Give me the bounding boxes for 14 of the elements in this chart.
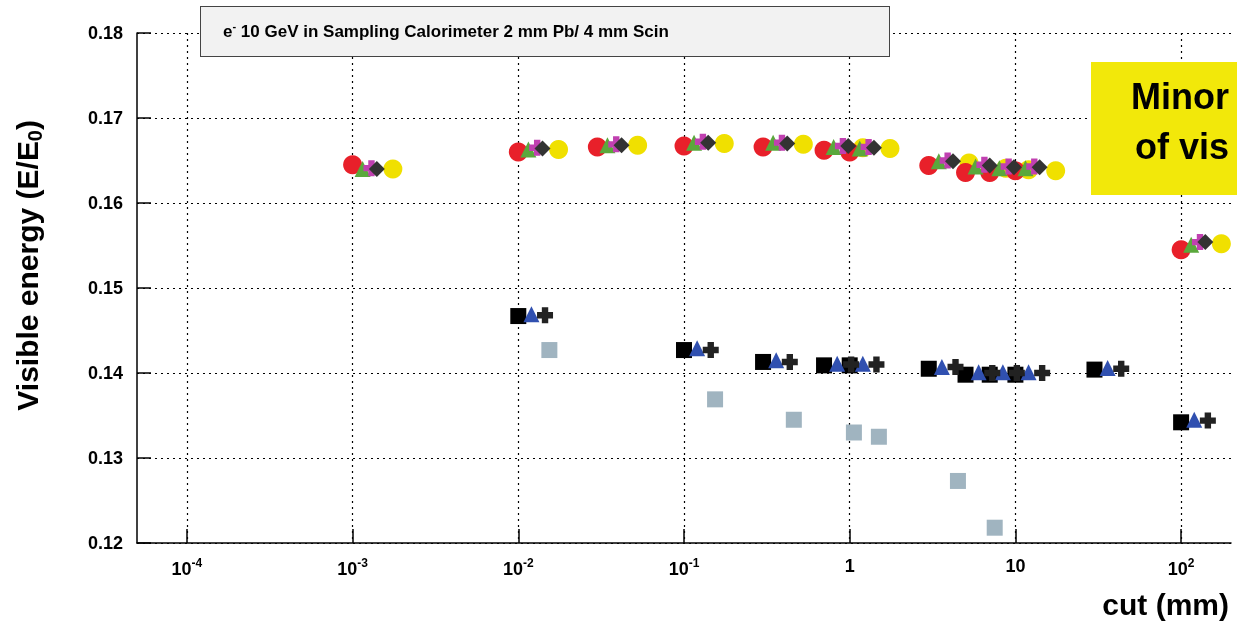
y-tick-label: 0.18 (87, 23, 123, 43)
y-tick-label: 0.14 (87, 363, 123, 383)
x-tick-label: 1 (844, 556, 855, 576)
y-tick-label: 0.12 (87, 533, 123, 553)
y-tick-label: 0.13 (87, 448, 123, 468)
annotation: Minor (1131, 75, 1229, 117)
annotation: of vis (1134, 125, 1230, 167)
y-axis-title: Visible energy (E/E0) (10, 119, 46, 411)
y-tick-label: 0.16 (87, 193, 123, 213)
y-tick-label: 0.17 (87, 108, 123, 128)
x-axis-title: cut (mm) (1102, 587, 1230, 621)
y-tick-label: 0.15 (87, 278, 123, 298)
x-tick-label: 10 (1005, 556, 1026, 576)
title-box: e$^{-}$ 10 GeV in Sampling Calorimeter 2 mm Pb/ 4 mm Scin (200, 6, 890, 57)
